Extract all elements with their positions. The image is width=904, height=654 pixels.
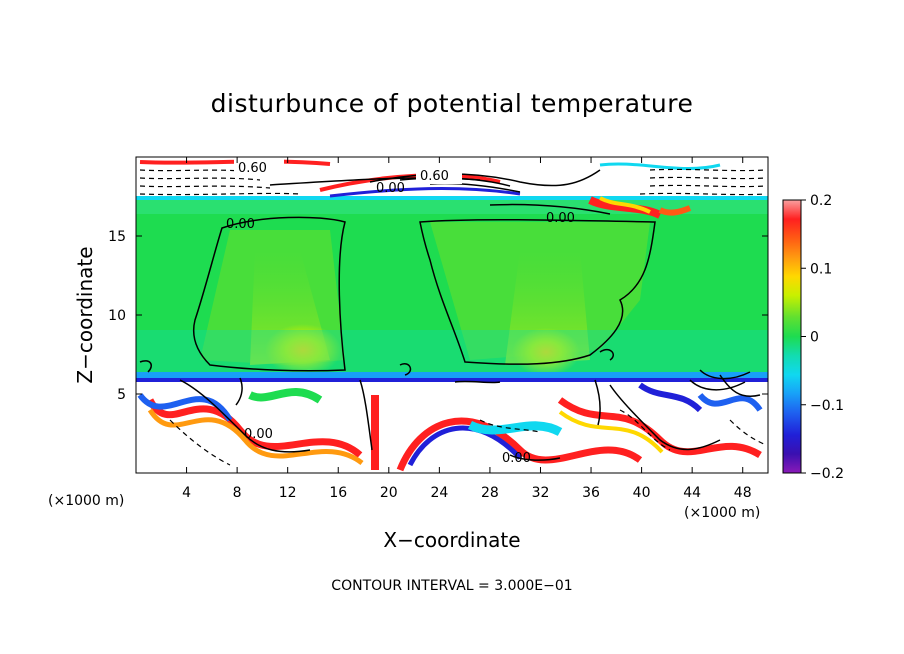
colorbar-tick-label: −0.1 — [810, 398, 844, 414]
x-tick-label: 40 — [633, 485, 651, 501]
x-tick-label: 12 — [279, 485, 297, 501]
colorbar-scale — [782, 199, 802, 474]
plot-field — [136, 157, 768, 473]
z-axis-label: Z−coordinate — [73, 246, 97, 383]
dashed-contours — [139, 168, 767, 466]
contour-label: 0.60 — [238, 161, 267, 176]
z-tick-label: 10 — [108, 308, 126, 324]
z-axis: 5 10 15 — [108, 229, 768, 403]
x-tick-label: 28 — [481, 485, 499, 501]
colorbar-tick-label: −0.2 — [810, 466, 844, 482]
contour-label: 0.00 — [376, 181, 405, 196]
z-tick-label: 15 — [108, 229, 126, 245]
colorbar: 0.2 0.1 0 −0.1 −0.2 — [782, 193, 844, 482]
x-tick-label: 20 — [380, 485, 398, 501]
x-axis-unit-left: (×1000 m) — [48, 493, 124, 509]
contour-label: 0.00 — [546, 211, 575, 226]
contour-interval-note: CONTOUR INTERVAL = 3.000E−01 — [331, 578, 572, 594]
contour-label: 0.60 — [420, 169, 449, 184]
x-tick-label: 44 — [683, 485, 701, 501]
x-tick-label: 24 — [430, 485, 448, 501]
x-axis: 4 8 12 16 20 24 28 32 36 40 44 48 — [182, 157, 752, 501]
contour-lines — [139, 169, 761, 461]
x-axis-unit-right: (×1000 m) — [684, 505, 760, 521]
x-tick-label: 36 — [582, 485, 600, 501]
x-tick-label: 16 — [329, 485, 347, 501]
x-tick-label: 32 — [532, 485, 550, 501]
colorbar-tick-label: 0.2 — [810, 193, 832, 209]
x-axis-label: X−coordinate — [383, 528, 520, 552]
contour-label: 0.00 — [244, 427, 273, 442]
z-tick-label: 5 — [117, 387, 126, 403]
x-tick-label: 8 — [233, 485, 242, 501]
colorbar-ticks: 0.2 0.1 0 −0.1 −0.2 — [801, 193, 844, 482]
colorbar-tick-label: 0 — [810, 330, 819, 346]
contour-label: 0.00 — [226, 217, 255, 232]
contour-label: 0.00 — [502, 451, 531, 466]
x-tick-label: 48 — [734, 485, 752, 501]
colorbar-tick-label: 0.1 — [810, 261, 832, 277]
x-tick-label: 4 — [182, 485, 191, 501]
chart-title: disturbunce of potential temperature — [211, 89, 694, 118]
